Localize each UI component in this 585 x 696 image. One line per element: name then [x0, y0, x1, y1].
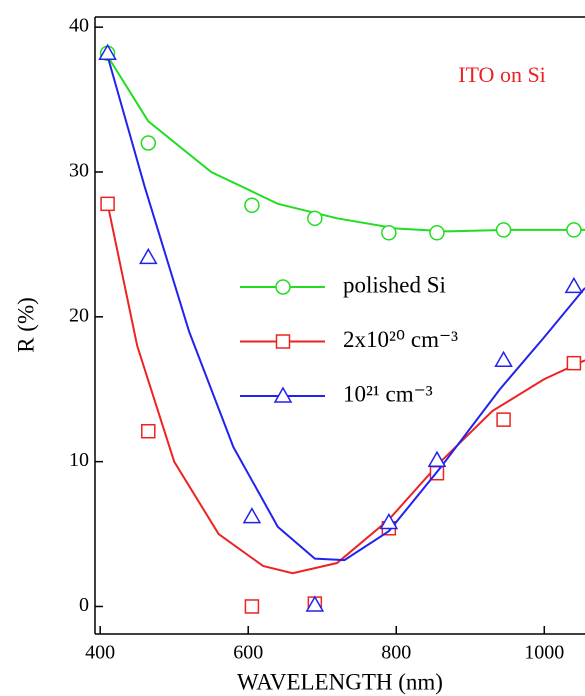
data-point — [244, 197, 260, 214]
data-point — [429, 225, 445, 241]
legend-marker — [273, 386, 293, 403]
x-tick-label: 800 — [381, 642, 411, 664]
legend-label: 10²¹ cm⁻³ — [343, 381, 433, 406]
data-point — [495, 222, 512, 238]
y-axis-label: R (%) — [13, 297, 38, 353]
y-tick-label: 40 — [69, 15, 89, 37]
data-point — [307, 210, 323, 227]
data-point — [100, 196, 115, 212]
y-tick-label: 30 — [69, 160, 89, 182]
x-tick-label: 1000 — [524, 642, 564, 664]
data-point — [494, 350, 513, 368]
y-tick-label: 10 — [69, 449, 89, 471]
legend-marker — [275, 334, 291, 349]
data-point — [427, 450, 447, 467]
data-point — [566, 222, 582, 238]
fit-line — [106, 203, 585, 575]
fit-line — [106, 55, 585, 562]
data-point — [566, 355, 582, 371]
annotation: ITO on Si — [458, 62, 546, 87]
data-point — [98, 43, 117, 60]
x-tick-label: 400 — [85, 642, 115, 664]
y-tick-label: 20 — [69, 304, 89, 326]
data-point — [381, 225, 397, 241]
legend-label: polished Si — [343, 272, 446, 297]
x-axis-label: WAVELENGTH (nm) — [237, 669, 443, 694]
data-point — [496, 412, 511, 427]
x-tick-label: 600 — [233, 642, 263, 664]
data-point — [379, 512, 399, 530]
data-point — [141, 423, 156, 439]
data-point — [242, 507, 262, 524]
fit-line — [106, 55, 585, 233]
data-point — [305, 595, 325, 612]
legend-marker — [275, 279, 291, 295]
legend-label: 2x10²⁰ cm⁻³ — [343, 327, 458, 352]
data-point — [139, 247, 158, 265]
data-point — [564, 276, 584, 294]
data-point — [140, 135, 157, 151]
y-tick-label: 0 — [79, 594, 89, 616]
data-point — [244, 599, 260, 614]
